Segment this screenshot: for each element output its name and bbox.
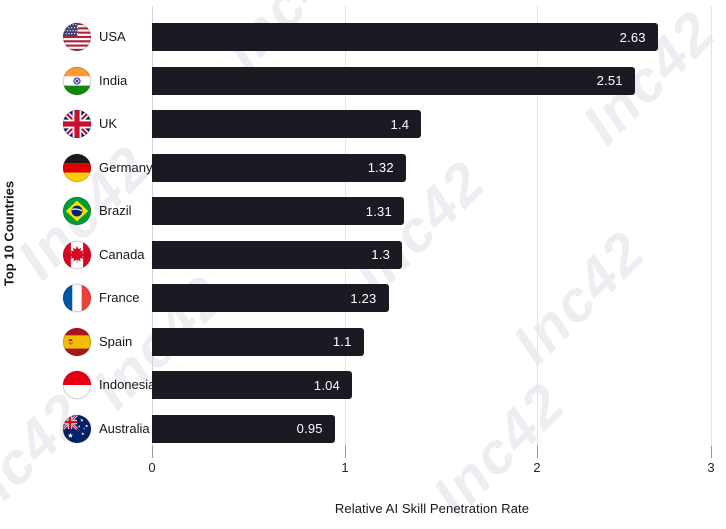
x-axis-tick-label: 2 xyxy=(533,460,541,475)
y-axis-title: Top 10 Countries xyxy=(1,180,17,287)
australia-flag-icon xyxy=(63,414,91,443)
india-flag-icon xyxy=(63,66,91,95)
country-label: Australia xyxy=(99,420,150,436)
usa-flag-icon xyxy=(63,23,91,51)
spain-flag-icon xyxy=(63,327,91,356)
bar-value-label: 1.23 xyxy=(350,290,377,306)
x-axis-tick-label: 3 xyxy=(707,460,715,475)
uk-flag-icon xyxy=(63,110,91,139)
bar: 2.63 xyxy=(152,23,658,51)
country-label: Brazil xyxy=(99,203,132,219)
indonesia-flag-icon xyxy=(63,371,91,400)
x-axis-tickmark xyxy=(537,446,538,458)
bar: 2.51 xyxy=(152,66,635,95)
x-axis-tickmark xyxy=(152,446,153,458)
x-axis-tickmark xyxy=(711,446,712,458)
y-axis-line xyxy=(152,6,153,446)
country-label: Indonesia xyxy=(99,377,156,393)
usa-flag-icon xyxy=(63,23,91,51)
bar: 1.32 xyxy=(152,153,406,182)
bar: 1.04 xyxy=(152,371,352,400)
country-label: Spain xyxy=(99,333,133,349)
country-label: Germany xyxy=(99,159,153,175)
germany-flag-icon xyxy=(63,153,91,182)
indonesia-flag-icon xyxy=(63,371,91,400)
gridline xyxy=(711,6,712,446)
india-flag-icon xyxy=(63,66,91,95)
bar-value-label: 1.1 xyxy=(332,334,352,350)
bar-value-label: 2.51 xyxy=(596,73,623,89)
x-axis-title: Relative AI Skill Penetration Rate xyxy=(334,501,530,516)
brazil-flag-icon xyxy=(63,197,91,226)
canada-flag-icon xyxy=(63,240,91,269)
bar-value-label: 2.63 xyxy=(619,29,646,45)
bar: 1.4 xyxy=(152,110,422,139)
bar: 1.3 xyxy=(152,240,402,269)
germany-flag-icon xyxy=(63,153,91,182)
bar-value-label: 1.04 xyxy=(313,377,340,393)
bar: 1.1 xyxy=(152,327,364,356)
bar-value-label: 1.3 xyxy=(371,247,390,263)
bar-value-label: 0.95 xyxy=(296,421,323,437)
brazil-flag-icon xyxy=(63,197,91,226)
x-axis-tick-label: 1 xyxy=(341,460,349,475)
bar-value-label: 1.32 xyxy=(367,160,394,176)
uk-flag-icon xyxy=(63,110,91,139)
x-axis-tick-label: 0 xyxy=(148,460,156,475)
country-label: UK xyxy=(99,116,118,132)
country-label: Canada xyxy=(99,246,145,262)
canada-flag-icon xyxy=(63,240,91,269)
bar: 1.23 xyxy=(152,284,389,313)
bar-value-label: 1.31 xyxy=(365,203,392,219)
country-label: India xyxy=(99,72,128,88)
gridline xyxy=(537,6,538,446)
australia-flag-icon xyxy=(63,414,91,443)
country-label: France xyxy=(99,290,140,306)
spain-flag-icon xyxy=(63,327,91,356)
country-label: USA xyxy=(99,29,126,44)
x-axis-tickmark xyxy=(345,446,346,458)
bar: 0.95 xyxy=(152,414,335,443)
france-flag-icon xyxy=(63,284,91,313)
gridline xyxy=(345,6,346,446)
bar-value-label: 1.4 xyxy=(390,116,410,132)
france-flag-icon xyxy=(63,284,91,313)
bar: 1.31 xyxy=(152,197,404,226)
